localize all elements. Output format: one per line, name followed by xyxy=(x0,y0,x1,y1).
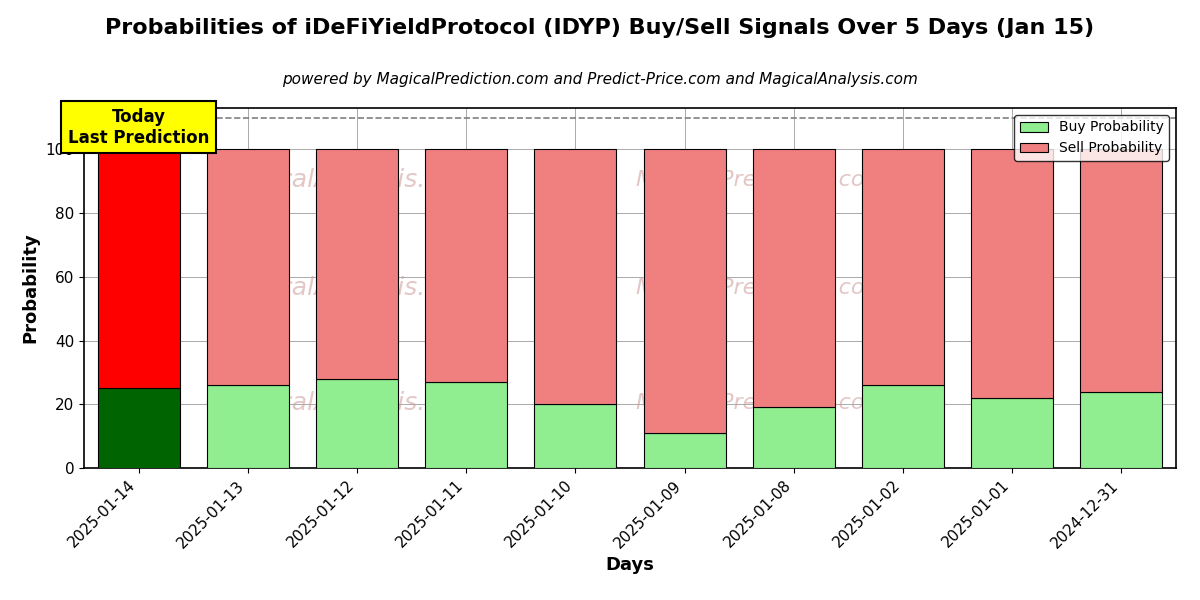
Bar xyxy=(206,149,289,385)
Bar xyxy=(97,388,180,468)
X-axis label: Days: Days xyxy=(606,556,654,574)
Bar xyxy=(862,149,944,385)
Text: MagicalPrediction.com: MagicalPrediction.com xyxy=(636,393,887,413)
Bar xyxy=(643,149,726,433)
Bar xyxy=(534,149,617,404)
Bar xyxy=(97,149,180,388)
Text: calAnalysis.com: calAnalysis.com xyxy=(278,391,479,415)
Text: MagicalPrediction.com: MagicalPrediction.com xyxy=(636,170,887,190)
Bar xyxy=(534,404,617,468)
Bar xyxy=(316,379,398,468)
Bar xyxy=(971,398,1054,468)
Bar xyxy=(425,382,508,468)
Legend: Buy Probability, Sell Probability: Buy Probability, Sell Probability xyxy=(1014,115,1169,161)
Text: Probabilities of iDeFiYieldProtocol (IDYP) Buy/Sell Signals Over 5 Days (Jan 15): Probabilities of iDeFiYieldProtocol (IDY… xyxy=(106,18,1094,38)
Bar xyxy=(1080,392,1163,468)
Text: MagicalPrediction.com: MagicalPrediction.com xyxy=(636,278,887,298)
Bar xyxy=(316,149,398,379)
Bar xyxy=(206,385,289,468)
Bar xyxy=(862,385,944,468)
Text: calAnalysis.com: calAnalysis.com xyxy=(278,276,479,300)
Bar xyxy=(425,149,508,382)
Bar xyxy=(752,149,835,407)
Text: calAnalysis.com: calAnalysis.com xyxy=(278,168,479,192)
Bar xyxy=(1080,149,1163,392)
Bar xyxy=(643,433,726,468)
Text: Today
Last Prediction: Today Last Prediction xyxy=(68,108,209,147)
Bar xyxy=(752,407,835,468)
Text: powered by MagicalPrediction.com and Predict-Price.com and MagicalAnalysis.com: powered by MagicalPrediction.com and Pre… xyxy=(282,72,918,87)
Bar xyxy=(971,149,1054,398)
Y-axis label: Probability: Probability xyxy=(22,233,40,343)
